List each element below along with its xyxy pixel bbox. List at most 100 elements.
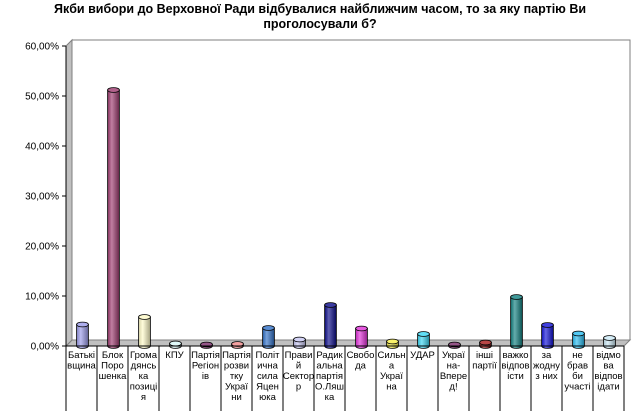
bar (355, 325, 368, 349)
bar (231, 341, 244, 349)
x-tick-label: Радик альна партія О.Ляш ка (315, 350, 344, 403)
x-tick-label-line: вщина (67, 361, 96, 372)
x-tick-label-line: юка (259, 392, 276, 403)
y-tick-label: 60,00% (25, 42, 59, 53)
x-tick-label-line: КПУ (165, 350, 184, 361)
x-tick-label: Партія Регіон ів (191, 350, 220, 382)
y-tick-label: 40,00% (25, 142, 59, 153)
bar-body (541, 324, 554, 349)
bar-top (603, 335, 616, 341)
x-tick-label-line: розви (224, 361, 249, 372)
x-tick-label-line: інші (476, 350, 493, 361)
x-tick-label-line: Украї (225, 382, 248, 393)
x-tick-label-line: р (296, 382, 301, 393)
bar-top (510, 294, 523, 300)
x-tick-label-line: а (389, 361, 395, 372)
x-tick-label-line: д! (449, 382, 457, 393)
x-tick-label-line: О.Ляш (315, 382, 344, 393)
x-tick-label: Сильн а Украї на (378, 350, 406, 393)
x-tick-label: УДАР (410, 350, 435, 361)
x-tick-label-line: брав (567, 361, 588, 372)
bar-body (76, 324, 89, 349)
x-tick-label: Політ ична сила Яцен юка (256, 350, 281, 403)
x-tick-label-line: істи (507, 371, 524, 382)
bar (76, 321, 89, 349)
x-tick-label-line: й (296, 361, 301, 372)
x-tick-label: за жодну з них (533, 350, 560, 382)
x-tick-label-line: ів (202, 371, 209, 382)
x-tick-label-line: відмо (596, 350, 621, 361)
x-tick-label-line: УДАР (410, 350, 435, 361)
x-tick-label-line: не (572, 350, 583, 361)
bars (76, 87, 616, 349)
chart-title-line-2: проголосували б? (263, 17, 377, 31)
plot-back-wall (71, 39, 631, 341)
x-tick-label-line: на- (447, 361, 461, 372)
y-tick-label: 50,00% (25, 92, 59, 103)
bar-top (324, 302, 337, 308)
x-tick-label: інші партії (472, 350, 497, 372)
x-tick-label-line: Політ (256, 350, 281, 361)
chart-title: Якби вибори до Верховної Ради відбувалис… (0, 2, 640, 32)
bar-top (169, 340, 182, 347)
x-tick-label-line: дянсь (131, 361, 157, 372)
x-tick-label-line: ва (603, 361, 614, 372)
x-tick-label: Свобо да (347, 350, 375, 372)
bar (386, 338, 399, 349)
x-tick-label-line: Регіон (192, 361, 219, 372)
x-tick-label-line: би (572, 371, 583, 382)
bar-top (355, 325, 368, 332)
x-tick-label-line: Прави (285, 350, 313, 361)
x-tick-label-line: відпов (594, 371, 622, 382)
x-tick-label-line: ка (325, 392, 335, 403)
x-tick-label: Батькі вщина (67, 350, 96, 372)
x-tick-label-line: Блок (102, 350, 124, 361)
bar (541, 322, 554, 349)
bar-top (572, 330, 585, 337)
bar (293, 336, 306, 349)
x-tick-label-line: партія (316, 371, 343, 382)
bar-top (76, 321, 89, 328)
x-tick-label-line: Грома (130, 350, 158, 361)
bar-top (417, 331, 430, 337)
x-tick-label-line: Сильн (378, 350, 406, 361)
x-tick-label: важко відпов істи (501, 350, 529, 382)
x-tick-label-line: Поро (101, 361, 124, 372)
y-tick-label: 20,00% (25, 242, 59, 253)
bar-body (107, 89, 120, 349)
x-tick-label-line: з них (535, 371, 558, 382)
bar-top (262, 325, 275, 331)
x-tick-label-line: Украї (442, 350, 465, 361)
bar-body (324, 304, 337, 349)
bar (200, 341, 213, 349)
x-tick-label-line: позиці (130, 382, 158, 393)
bar-top (107, 87, 120, 93)
x-tick-label-line: Радик (316, 350, 343, 361)
bar-top (386, 338, 399, 345)
y-tick-label: 10,00% (25, 292, 59, 303)
x-tick-label: не брав би участі (564, 350, 590, 393)
x-tick-label-line: за (542, 350, 552, 361)
bar-body (510, 296, 523, 349)
bar-top (479, 339, 492, 346)
x-tick-label-line: сила (257, 371, 279, 382)
bar (138, 314, 151, 349)
bar (262, 325, 275, 349)
x-tick-label-line: Партія (191, 350, 220, 361)
y-axis: 0,00% 10,00% 20,00% 30,00% 40,00% 50,00% 60,00… (25, 42, 67, 353)
x-tick-label: відмо ва відпов ідати (594, 350, 622, 393)
chart-title-line-1: Якби вибори до Верховної Ради відбувалис… (53, 2, 587, 16)
x-tick-label-line: шенка (99, 371, 128, 382)
plot-side-wall (65, 38, 73, 348)
bar-top (293, 336, 306, 343)
x-tick-label-line: Впере (440, 371, 467, 382)
x-tick-label-line: партії (472, 361, 497, 372)
x-tick-label-line: ни (231, 392, 242, 403)
x-tick-label-line: відпов (501, 361, 529, 372)
x-tick-label-line: Партія (222, 350, 251, 361)
x-tick-label-line: Яцен (256, 382, 279, 393)
x-tick-label-line: Украї (380, 371, 403, 382)
x-tick-label: Украї на-Впере д! (440, 350, 467, 393)
x-tick-label-line: участі (564, 382, 590, 393)
